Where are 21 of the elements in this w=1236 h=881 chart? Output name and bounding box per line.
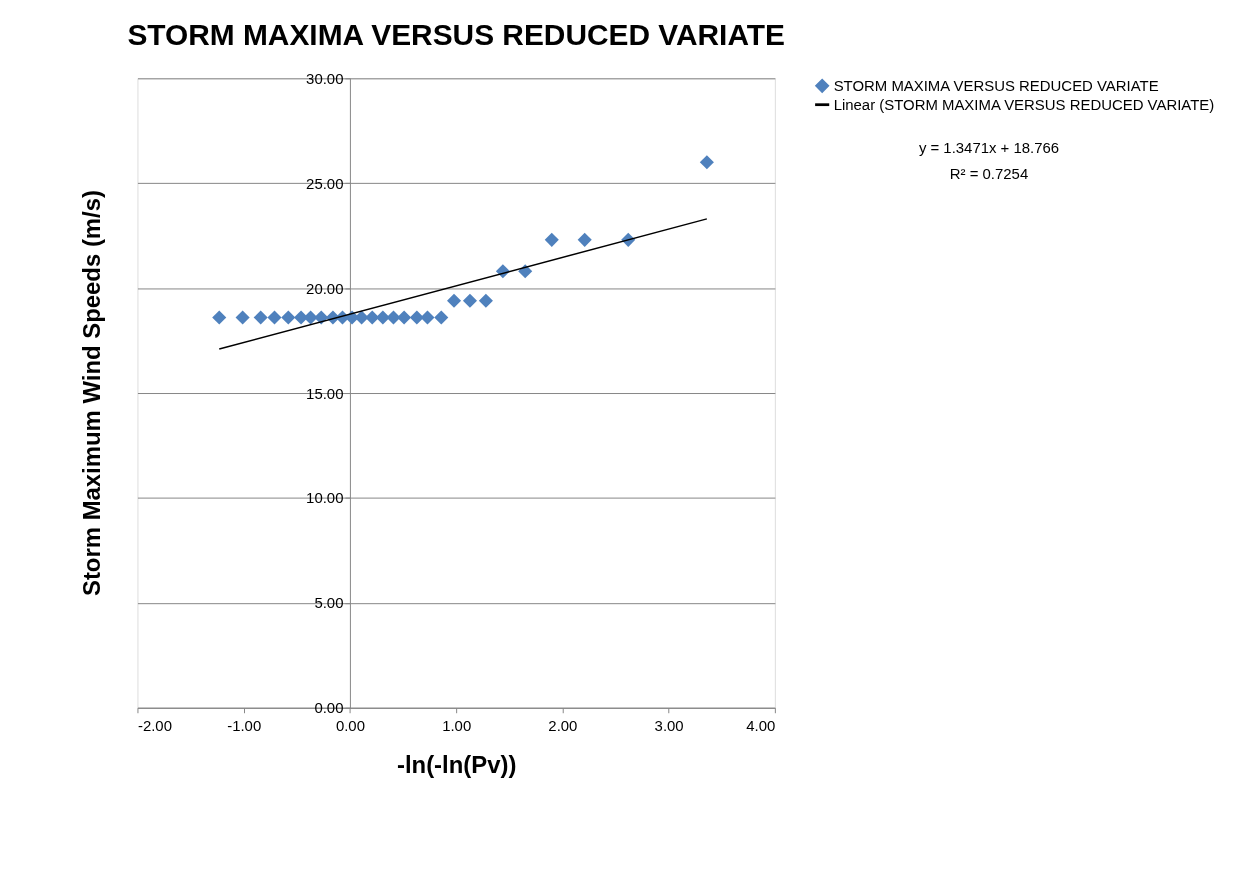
y-axis-title: Storm Maximum Wind Speeds (m/s) [77, 190, 105, 597]
chart-title: STORM MAXIMA VERSUS REDUCED VARIATE [127, 18, 785, 52]
text: y = 1.3471x + 18.766 [918, 139, 1060, 156]
x-tick-label: 0.00 [335, 717, 365, 735]
text: R² = 0.7254 [949, 164, 1029, 182]
legend-label: Linear (STORM MAXIMA VERSUS REDUCED VARIATE) [833, 95, 1215, 113]
legend-label: STORM MAXIMA VERSUS REDUCED VARIATE [833, 76, 1159, 94]
x-tick-label: 2.00 [548, 717, 578, 735]
y-tick-label: 30.00 [306, 69, 344, 87]
x-tick-label: 3.00 [654, 717, 684, 735]
y-tick-label: 5.00 [314, 594, 344, 612]
y-tick-label: 0.00 [314, 699, 344, 717]
y-tick-label: 10.00 [306, 489, 344, 507]
x-tick-label: 4.00 [746, 717, 776, 735]
x-axis-title: -ln(-ln(Pv)) [396, 750, 517, 778]
x-tick-label: 1.00 [442, 717, 472, 735]
y-tick-label: 15.00 [306, 384, 344, 402]
y-tick-label: 25.00 [306, 174, 344, 192]
x-tick-label: -2.00 [137, 717, 172, 735]
y-tick-label: 20.00 [306, 279, 344, 297]
x-tick-label: -1.00 [227, 717, 262, 735]
